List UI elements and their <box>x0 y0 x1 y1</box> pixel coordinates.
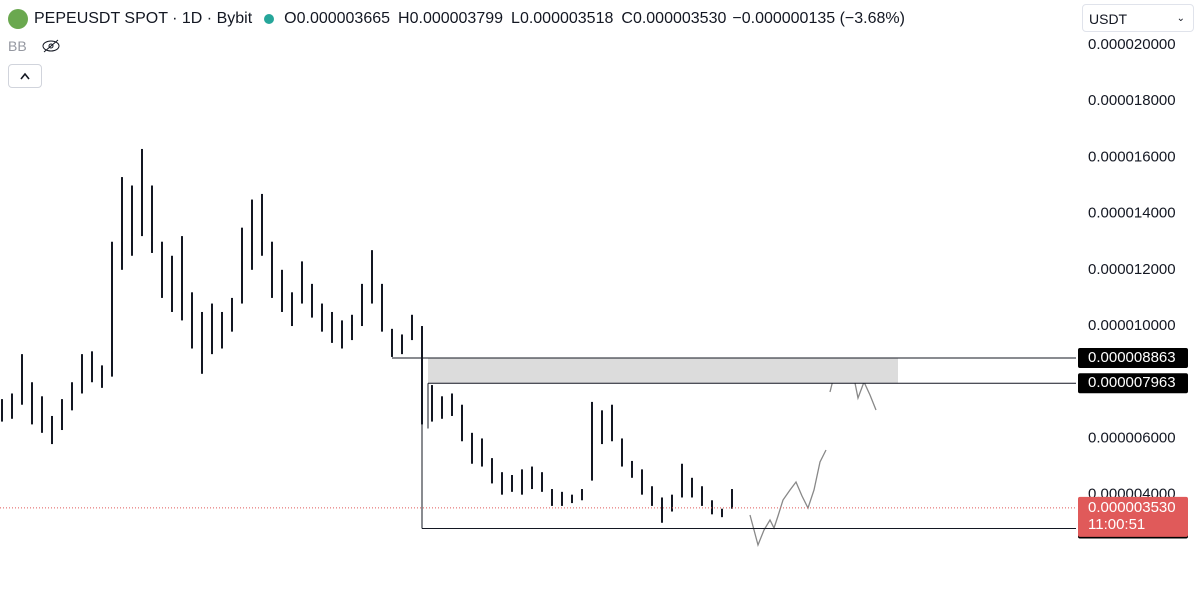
dropdown-arrow: ⌄ <box>1176 13 1185 24</box>
ohlc-value: 0.000003799 <box>409 10 504 27</box>
collapse-button[interactable] <box>8 64 42 88</box>
ohlc-value: 0.000003665 <box>296 10 391 27</box>
y-tick-label: 0.000014000 <box>1088 205 1176 222</box>
price-label: 0.000008863 <box>1088 349 1176 366</box>
ohlc: O0.000003665 H0.000003799 L0.000003518 C0.0… <box>284 10 726 28</box>
y-tick-label: 0.000016000 <box>1088 148 1176 165</box>
change: −0.000000135 (−3.68%) <box>732 10 905 27</box>
y-tick-label: 0.000010000 <box>1088 317 1176 334</box>
y-tick-label: 0.000020000 <box>1088 36 1176 53</box>
indicator[interactable]: BB <box>8 37 60 54</box>
chevron <box>20 72 30 80</box>
drawing <box>749 449 827 548</box>
price-label-bg <box>1078 347 1188 368</box>
header: PEPEUSDT SPOT · 1D · Bybit O0.000003665 H… <box>8 6 905 32</box>
y-tick-label: 0.000006000 <box>1088 429 1176 446</box>
ohlc-value: 0.000003530 <box>632 10 727 27</box>
countdown: 11:00:51 <box>1088 516 1145 533</box>
y-tick-label: 0.000018000 <box>1088 92 1176 109</box>
price-label: 0.000007963 <box>1088 374 1176 391</box>
ohlc-label: H <box>398 10 410 27</box>
y-tick-label: 0.000012000 <box>1088 261 1176 278</box>
indicator-name: BB <box>8 38 27 54</box>
price-label-bg <box>1078 373 1188 394</box>
ohlc-label: L <box>511 10 520 27</box>
currency-select[interactable]: USDT ⌄ <box>1082 4 1194 32</box>
status-dot <box>264 14 275 24</box>
last-price-bg <box>1078 496 1188 537</box>
symbol-title: PEPEUSDT SPOT · 1D · Bybit <box>34 10 253 27</box>
eye-icon[interactable] <box>41 39 61 53</box>
currency: USDT <box>1089 11 1128 27</box>
symbol-icon <box>8 9 28 29</box>
last-price: 0.000003530 <box>1088 499 1176 516</box>
ohlc-value: 0.000003518 <box>519 10 614 27</box>
ohlc-label: O <box>284 10 297 27</box>
zone <box>428 357 898 384</box>
ohlc-label: C <box>621 10 633 27</box>
